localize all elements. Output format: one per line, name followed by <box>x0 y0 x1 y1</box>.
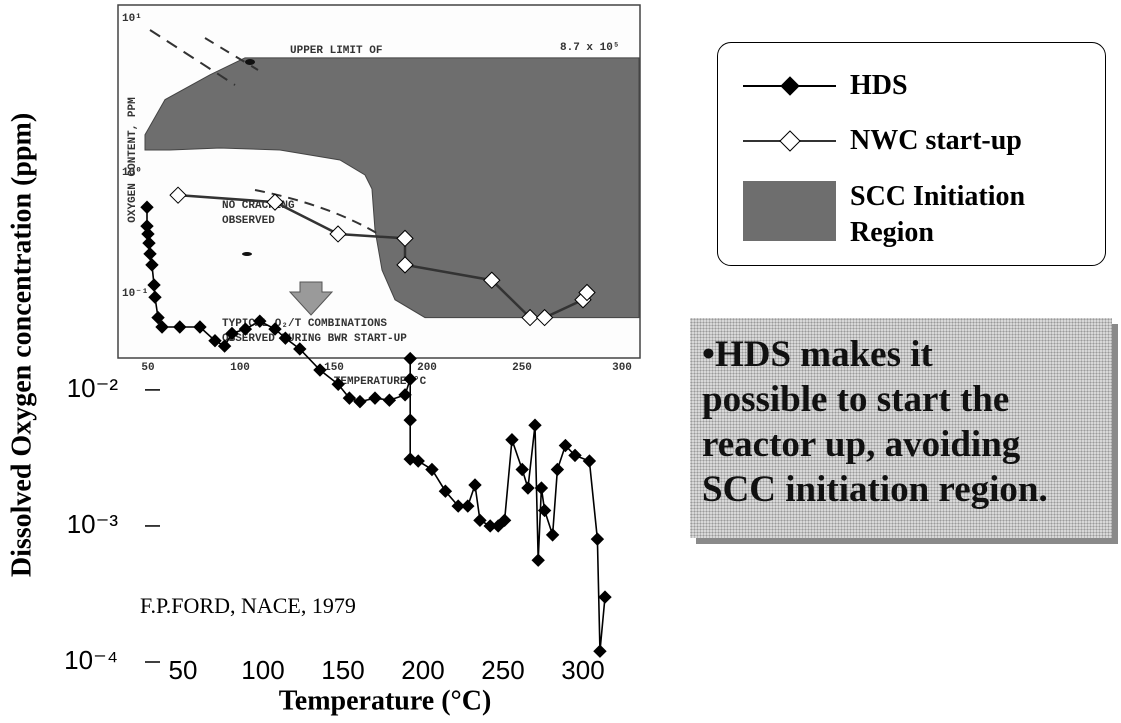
y-tick-label: 10⁻³ <box>67 509 119 539</box>
inset-dot <box>242 252 252 256</box>
inset-y-label: OXYGEN CONTENT, PPM <box>127 97 139 223</box>
y-tick-label: 10⁻² <box>67 373 119 403</box>
inset-y-tick: 10⁻¹ <box>122 288 148 300</box>
inset-dot <box>245 59 255 65</box>
inset-x-tick: 300 <box>612 362 632 374</box>
marker <box>404 414 416 426</box>
y-tick-label: 10⁻⁴ <box>64 645 118 675</box>
legend-swatch <box>743 181 836 241</box>
note-box: •HDS makes it possible to start the reac… <box>690 318 1112 538</box>
x-tick-label: 150 <box>321 655 364 685</box>
legend-marker <box>781 77 799 95</box>
inset-x-tick: 250 <box>512 362 532 374</box>
marker <box>369 392 381 404</box>
marker <box>506 434 518 446</box>
inset-annotation: OBSERVED <box>222 215 275 227</box>
marker <box>529 419 541 431</box>
legend: HDS NWC start-up SCC Initiation Region <box>717 42 1106 266</box>
inset-x-tick: 100 <box>230 362 250 374</box>
x-tick-label: 50 <box>169 655 198 685</box>
inset-annotation: 8.7 x 10⁵ <box>560 42 619 54</box>
marker <box>591 533 603 545</box>
note-line: possible to start the <box>702 377 1112 422</box>
marker <box>547 529 559 541</box>
legend-label: HDS <box>850 68 1090 104</box>
legend-label: SCC Initiation Region <box>850 179 1090 251</box>
y-axis-label: Dissolved Oxygen concentration (ppm) <box>6 113 37 577</box>
inset-y-tick: 10¹ <box>122 13 142 25</box>
marker <box>516 463 528 475</box>
marker <box>551 463 563 475</box>
marker <box>474 514 486 526</box>
marker <box>469 479 481 491</box>
note-line: reactor up, avoiding <box>702 422 1112 467</box>
inset-x-tick: 50 <box>141 362 154 374</box>
marker <box>354 396 366 408</box>
x-tick-label: 100 <box>241 655 284 685</box>
legend-label: NWC start-up <box>850 123 1090 159</box>
note-line: SCC initiation region. <box>702 467 1112 512</box>
legend-marker <box>780 131 800 151</box>
inset-x-tick: 200 <box>417 362 437 374</box>
annotation: F.P.FORD, NACE, 1979 <box>140 593 356 618</box>
marker <box>583 455 595 467</box>
marker <box>522 482 534 494</box>
x-tick-label: 200 <box>401 655 444 685</box>
inset-x-tick: 150 <box>324 362 344 374</box>
marker <box>532 554 544 566</box>
inset-annotation: OBSERVED DURING BWR START-UP <box>222 333 407 345</box>
note-line: •HDS makes it <box>702 332 1112 377</box>
marker <box>426 463 438 475</box>
x-tick-label: 300 <box>561 655 604 685</box>
x-tick-label: 250 <box>481 655 524 685</box>
page: 10¹ 10⁰ 10⁻¹ 50 100 150 200 250 300 TEMP… <box>0 0 1121 723</box>
inset-annotation: UPPER LIMIT OF <box>290 45 382 57</box>
marker <box>462 500 474 512</box>
marker <box>399 389 411 401</box>
marker <box>599 591 611 603</box>
marker <box>383 394 395 406</box>
x-axis-label: Temperature (°C) <box>279 685 492 716</box>
